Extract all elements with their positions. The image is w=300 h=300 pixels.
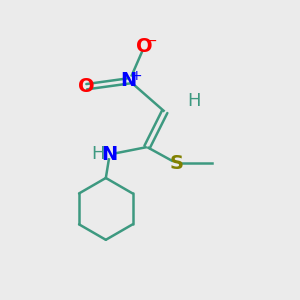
- Text: H: H: [188, 92, 201, 110]
- Text: O: O: [136, 38, 152, 56]
- Text: H: H: [91, 146, 104, 164]
- Text: N: N: [101, 145, 118, 164]
- Text: S: S: [169, 154, 184, 173]
- Text: +: +: [130, 68, 142, 83]
- Text: O: O: [78, 77, 95, 96]
- Text: N: N: [120, 71, 136, 90]
- Text: −: −: [146, 34, 157, 47]
